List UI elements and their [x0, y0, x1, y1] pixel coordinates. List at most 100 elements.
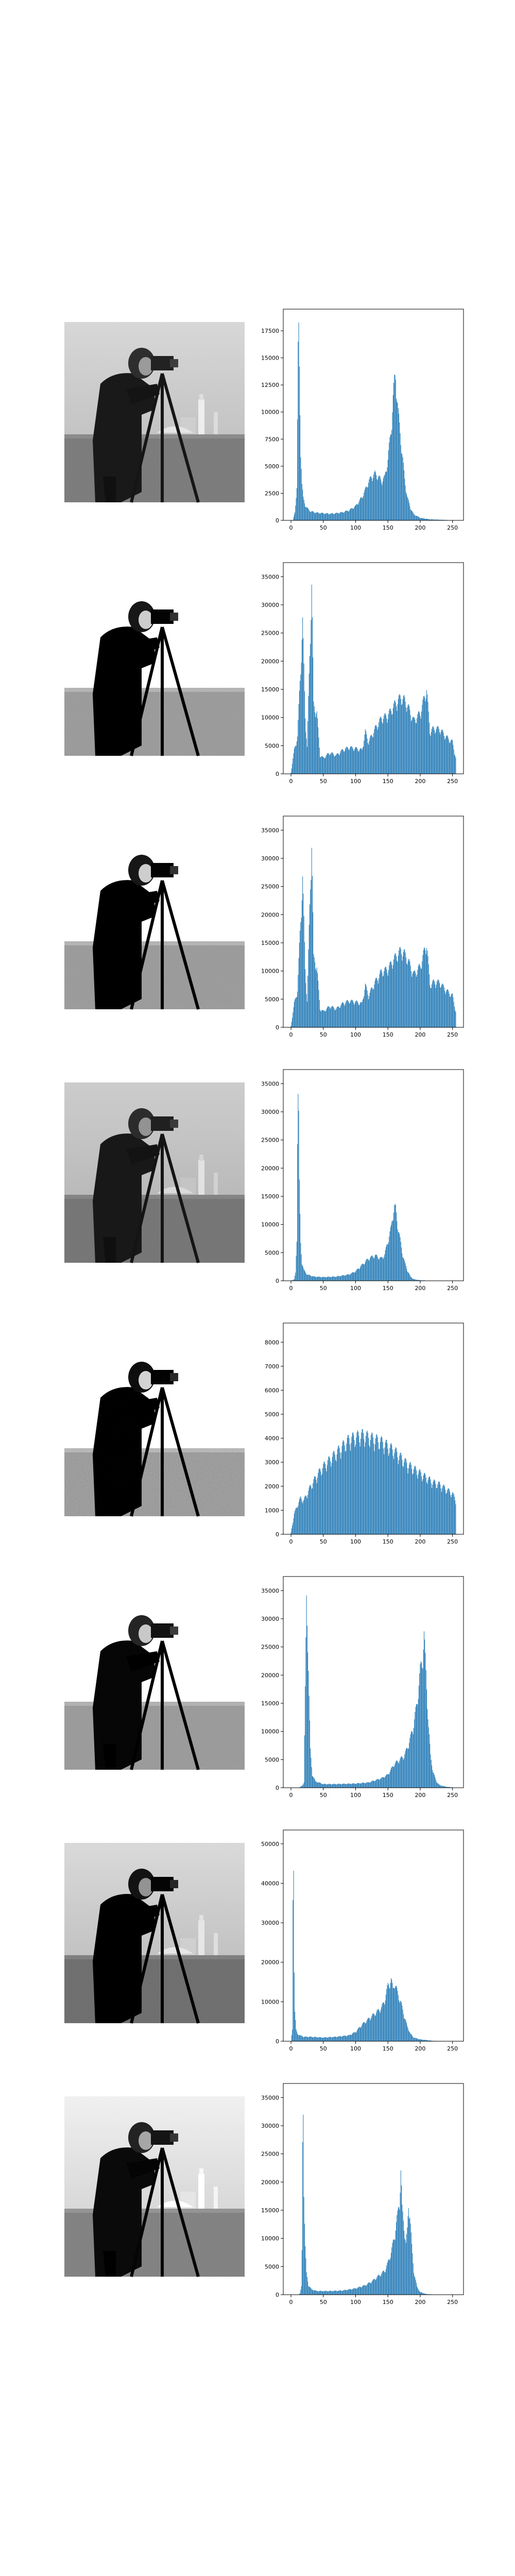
histogram-bar: [371, 2015, 372, 2041]
histogram-bar: [424, 2293, 425, 2295]
histogram-bar: [376, 1434, 377, 1534]
histogram-bar: [452, 1492, 453, 1534]
histogram-bar: [300, 1243, 301, 1281]
histogram-bar: [379, 719, 380, 774]
histogram-bar: [360, 1002, 362, 1027]
histogram-bar: [347, 2290, 348, 2295]
histogram-bar: [299, 366, 300, 520]
histogram-bar: [386, 969, 387, 1027]
histogram-bar: [299, 1179, 300, 1281]
histogram-bar: [417, 970, 418, 1027]
histogram-bar: [353, 1272, 354, 1281]
histogram-bar: [340, 1276, 341, 1281]
histogram-chart: 0 50 100 150 200 250 0 5000 10000 15000 20000 25000…: [261, 1069, 464, 1292]
histogram-bar: [307, 508, 308, 520]
histogram-bar: [308, 2037, 310, 2041]
histogram-bar: [352, 2033, 353, 2041]
histogram-bar: [379, 974, 380, 1027]
histogram-bar: [317, 512, 318, 520]
axes-frame: [283, 562, 464, 774]
histogram-bar: [412, 1474, 413, 1534]
histogram-bar: [340, 1459, 341, 1534]
histogram-bar: [385, 1250, 386, 1281]
histogram-bar: [393, 1459, 394, 1534]
histogram-bar: [434, 1775, 435, 1788]
histogram-bar: [401, 705, 402, 774]
histogram-bar: [330, 1277, 331, 1281]
histogram-bar: [405, 1751, 406, 1788]
y-tick-label: 25000: [261, 1137, 279, 1144]
histogram-bar: [328, 1456, 329, 1534]
histogram-bar: [445, 991, 447, 1027]
histogram-bar: [398, 2207, 399, 2295]
histogram-bar: [400, 695, 401, 774]
histogram-bar: [432, 726, 433, 774]
histogram-bar: [328, 514, 329, 520]
y-tick-label: 1000: [265, 1507, 279, 1514]
histogram-bar: [377, 2009, 378, 2041]
histogram-bar: [377, 1779, 378, 1788]
histogram-bar: [291, 1022, 292, 1027]
histogram-bar: [408, 1468, 409, 1534]
histogram-bar: [426, 2040, 427, 2041]
histogram-bar: [294, 1972, 295, 2041]
histogram-bar: [357, 504, 358, 520]
histogram-bar: [359, 2027, 360, 2041]
histogram-bar: [357, 1002, 358, 1027]
histogram-bar: [360, 1266, 362, 1281]
histogram-bar: [310, 512, 311, 520]
histogram-bar: [295, 1272, 296, 1281]
histogram-bar: [332, 1276, 333, 1281]
histogram-bar: [383, 478, 384, 520]
histogram-bar: [350, 1001, 351, 1027]
histogram-bar: [394, 1987, 396, 2041]
y-tick-label: 35000: [261, 573, 279, 580]
histogram-bar: [321, 1475, 322, 1534]
histogram-bar: [398, 1762, 399, 1788]
y-tick-label: 40000: [261, 1880, 279, 1887]
histogram-bar: [314, 706, 315, 774]
histogram-bar: [295, 2020, 296, 2041]
histogram-bar: [379, 2011, 380, 2041]
histogram-bar: [359, 750, 360, 774]
histogram-bar: [295, 505, 296, 520]
histogram-bar: [304, 1735, 305, 1788]
histogram-bar: [329, 2291, 330, 2295]
histogram-bar: [396, 1760, 397, 1788]
histogram-bar: [301, 663, 302, 774]
histogram-bar: [398, 955, 399, 1027]
histogram-bar: [442, 984, 443, 1027]
histogram-bars: [291, 1094, 433, 1281]
histogram-bar: [361, 1432, 362, 1534]
histogram-bar: [433, 1482, 434, 1534]
histogram-bar: [414, 514, 415, 520]
histogram-bar: [391, 1767, 392, 1788]
histogram-bar: [416, 2283, 417, 2295]
x-tick-label: 0: [289, 1538, 293, 1545]
histogram-bar: [365, 1783, 366, 1788]
x-tick-label: 200: [415, 1285, 425, 1292]
histogram-bar: [379, 1780, 380, 1788]
histogram-bar: [403, 1467, 404, 1534]
histogram-bar: [329, 1456, 330, 1534]
histogram-bar: [295, 745, 296, 774]
histogram-bar: [393, 1212, 394, 1281]
x-tick-label: 200: [415, 2045, 425, 2052]
histogram-bar: [301, 2036, 302, 2041]
histogram-bar: [355, 2032, 356, 2041]
histogram-bar: [340, 2290, 341, 2295]
histogram-bar: [332, 752, 333, 774]
histogram-bar: [389, 1988, 390, 2041]
histogram-bar: [361, 748, 362, 774]
histogram-bar: [338, 754, 339, 774]
histogram-bar: [367, 1430, 368, 1534]
cameraman-image: [64, 2096, 245, 2277]
histogram-bar: [297, 1507, 298, 1534]
histogram-bar: [335, 1009, 336, 1027]
histogram-bar: [373, 989, 374, 1027]
histogram-bar: [438, 1783, 439, 1788]
histogram-bar: [306, 738, 307, 774]
histogram-bar: [321, 513, 322, 520]
histogram-bar: [393, 1988, 394, 2041]
histogram-bar: [360, 1783, 362, 1788]
